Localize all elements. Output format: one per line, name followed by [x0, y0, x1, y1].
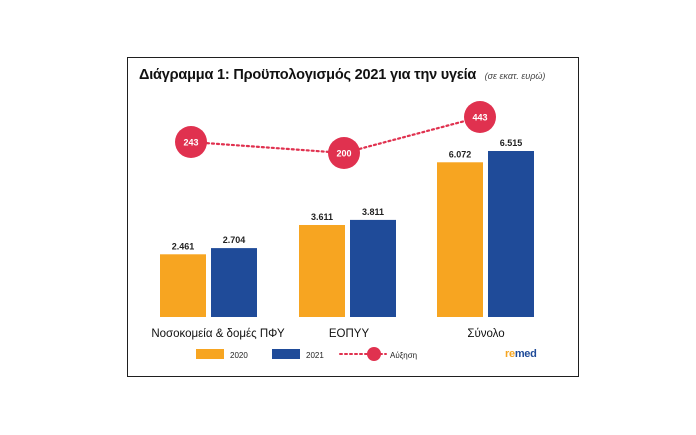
- bar-2020-2: [299, 224, 345, 317]
- bar-value-label: 6.072: [449, 149, 472, 159]
- legend-label-increase: Αύξηση: [390, 351, 417, 360]
- bar-2021-1: [211, 248, 257, 317]
- category-label: ΕΟΠΥΥ: [329, 328, 370, 340]
- bar-2020-3: [437, 162, 483, 317]
- bar-value-label: 3.611: [311, 212, 333, 222]
- legend-swatch-2020: [196, 349, 224, 359]
- increase-bubble: [328, 137, 360, 169]
- bar-value-label: 3.811: [362, 207, 384, 217]
- bar-value-label: 6.515: [500, 138, 523, 148]
- increase-line-segment: [358, 119, 466, 151]
- category-label: Νοσοκομεία & δομές ΠΦΥ: [151, 328, 285, 340]
- chart-title: Διάγραμμα 1: Προϋπολογισμός 2021 για την…: [139, 67, 477, 83]
- legend-swatch-2021: [272, 349, 300, 359]
- increase-value-label: 443: [472, 113, 487, 123]
- bar-2020-1: [160, 254, 206, 317]
- bar-value-label: 2.704: [223, 235, 246, 245]
- bar-2021-3: [488, 151, 534, 317]
- legend-label-2021: 2021: [306, 351, 324, 360]
- remed-logo: remed: [505, 348, 537, 360]
- increase-bubble: [464, 101, 496, 133]
- increase-value-label: 243: [183, 138, 198, 148]
- legend-marker-increase: [367, 347, 381, 361]
- increase-value-label: 200: [336, 149, 351, 159]
- logo-part-1: re: [505, 348, 515, 360]
- bar-value-label: 2.461: [172, 241, 195, 251]
- logo-part-2: med: [514, 348, 537, 360]
- increase-line-segment: [205, 142, 330, 153]
- increase-bubble: [175, 126, 207, 158]
- legend-label-2020: 2020: [230, 351, 248, 360]
- chart-title-row: Διάγραμμα 1: Προϋπολογισμός 2021 για την…: [139, 66, 545, 84]
- category-label: Σύνολο: [467, 328, 504, 340]
- bar-2021-2: [350, 219, 396, 317]
- chart-subtitle: (σε εκατ. ευρώ): [484, 71, 546, 81]
